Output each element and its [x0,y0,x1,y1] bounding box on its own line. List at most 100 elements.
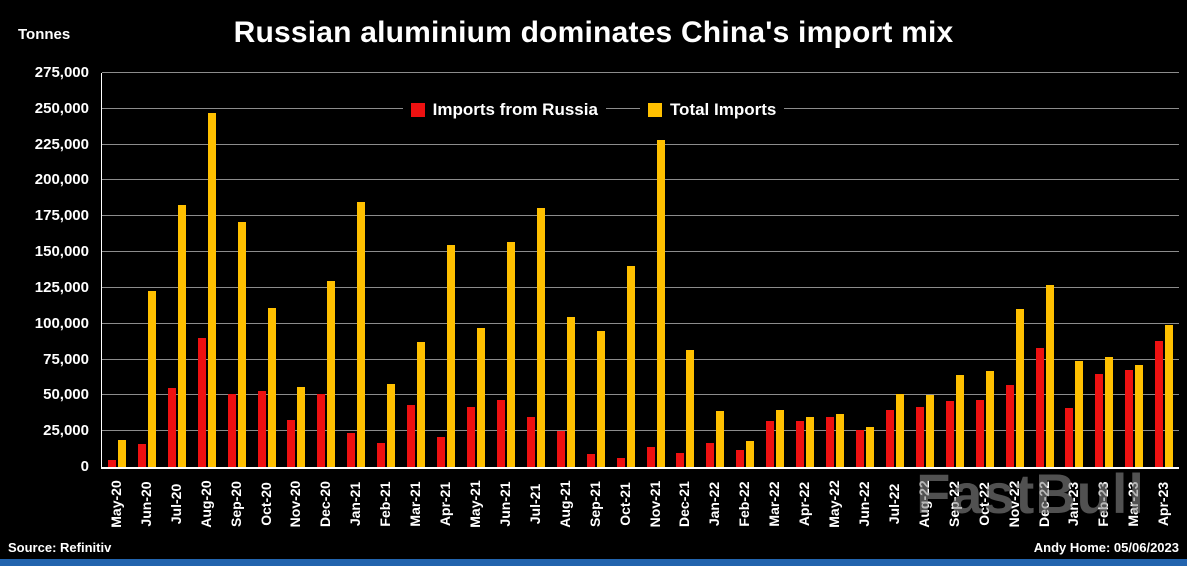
x-tick-label: Dec-20 [317,481,334,527]
bar-group [1149,73,1179,467]
bar-imports-from-russia [766,421,775,467]
x-tick-cell: Apr-21 [430,470,460,538]
bar-group [431,73,461,467]
bar-imports-from-russia [556,431,565,467]
y-tick-label: 50,000 [43,386,89,404]
bar-total-imports [1105,356,1114,467]
x-tick-label: Aug-20 [197,480,214,528]
y-tick-label: 225,000 [34,135,89,153]
bar-total-imports [656,140,665,467]
y-tick-label: 25,000 [43,422,89,440]
x-tick-label: Jan-22 [706,481,723,527]
bar-total-imports [626,266,635,467]
bar-group [102,73,132,467]
bar-total-imports [1165,325,1174,467]
plot-area [101,72,1179,469]
bar-total-imports [925,395,934,467]
bar-total-imports [387,383,396,467]
bar-group [820,73,850,467]
x-tick-label: Jun-22 [856,481,872,527]
watermark: FastBull [916,462,1145,525]
bar-group [611,73,641,467]
x-tick-cell: Aug-21 [550,470,580,538]
bar-group [1119,73,1149,467]
x-tick-cell: Sep-20 [221,470,251,538]
bar-group [311,73,341,467]
x-tick-cell: Mar-21 [400,470,430,538]
x-tick-cell: Sep-21 [580,470,610,538]
bar-imports-from-russia [377,442,386,467]
bar-imports-from-russia [885,409,894,467]
bar-imports-from-russia [826,416,835,467]
bar-group [192,73,222,467]
bar-total-imports [117,439,126,467]
bar-group [700,73,730,467]
bar-imports-from-russia [616,458,625,467]
gridline [102,322,1179,324]
bar-total-imports [566,316,575,467]
x-tick-cell: May-22 [819,470,849,538]
y-tick-label: 100,000 [34,314,89,332]
bar-series-container [102,73,1179,467]
bar-group [461,73,491,467]
x-tick-cell: Feb-22 [729,470,759,538]
bar-group [1030,73,1060,467]
x-tick-cell: Nov-21 [640,470,670,538]
bar-imports-from-russia [856,429,864,467]
y-tick-label: 150,000 [34,243,89,261]
x-tick-cell: Jul-22 [879,470,909,538]
bar-total-imports [237,222,246,467]
bar-group [790,73,820,467]
bar-imports-from-russia [1125,369,1134,467]
x-tick-label: May-20 [107,480,124,528]
bar-group [162,73,192,467]
bar-imports-from-russia [1005,385,1014,467]
bar-total-imports [686,349,695,467]
gridline [102,72,1179,73]
y-tick-label: 175,000 [34,207,89,225]
x-tick-cell: Jan-21 [340,470,370,538]
bar-total-imports [746,441,755,467]
bar-total-imports [776,409,785,467]
x-tick-label: Oct-20 [257,482,274,526]
bar-group [371,73,401,467]
gridline [102,143,1179,145]
bar-imports-from-russia [945,401,954,467]
source-note: Source: Refinitiv [8,540,112,555]
bar-group [970,73,1000,467]
bar-total-imports [716,411,725,467]
y-axis-labels: 0 25,000 50,000 75,000 100,000 125,000 150,000… [0,64,93,475]
bar-group [1000,73,1030,467]
y-axis-unit-label: Tonnes [18,26,71,43]
bar-total-imports [866,426,874,467]
x-tick-cell: Jul-21 [520,470,550,538]
bar-imports-from-russia [496,399,505,467]
bar-imports-from-russia [676,452,685,467]
y-tick-label: 0 [80,458,89,475]
x-tick-label: Mar-22 [766,481,783,527]
bar-total-imports [806,416,815,467]
attribution: Andy Home: 05/06/2023 [1033,540,1179,555]
bottom-blue-strip [0,559,1187,566]
x-tick-cell: Feb-21 [370,470,400,538]
x-tick-cell: May-20 [101,470,131,538]
bar-total-imports [596,330,605,467]
gridline [102,215,1179,217]
bar-group [491,73,521,467]
gridline [102,358,1179,360]
bar-total-imports [506,242,515,467]
chart-title: Russian aluminium dominates China's impo… [233,16,954,49]
x-tick-cell: Aug-20 [191,470,221,538]
bar-total-imports [147,290,156,467]
x-tick-cell: Oct-21 [610,470,640,538]
x-tick-label: May-21 [467,480,484,528]
bar-imports-from-russia [736,449,745,467]
footer: Source: Refinitiv Andy Home: 05/06/2023 [8,540,1179,555]
bar-imports-from-russia [915,406,924,467]
bar-imports-from-russia [646,446,655,467]
bar-imports-from-russia [227,393,236,467]
x-tick-cell: Jun-20 [131,470,161,538]
gridline [102,430,1179,432]
bar-group [730,73,760,467]
x-tick-label: Sep-21 [586,481,603,527]
